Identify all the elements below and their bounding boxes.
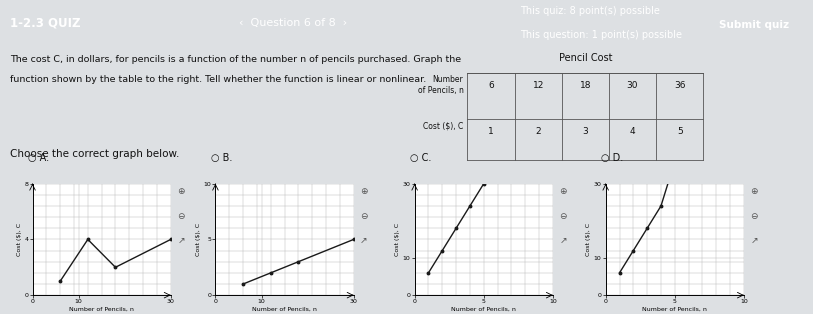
Text: 36: 36 (674, 80, 685, 89)
Text: Choose the correct graph below.: Choose the correct graph below. (10, 149, 179, 160)
X-axis label: Number of Pencils, n: Number of Pencils, n (451, 307, 516, 312)
Text: ↗: ↗ (177, 236, 185, 245)
Text: ⊕: ⊕ (750, 187, 758, 196)
Text: 18: 18 (580, 80, 591, 89)
Text: The cost C, in dollars, for pencils is a function of the number n of pencils pur: The cost C, in dollars, for pencils is a… (10, 55, 461, 64)
Text: This question: 1 point(s) possible: This question: 1 point(s) possible (520, 30, 682, 40)
Text: 1: 1 (488, 127, 494, 136)
Text: ⊖: ⊖ (360, 212, 367, 221)
X-axis label: Number of Pencils, n: Number of Pencils, n (69, 307, 134, 312)
Text: 4: 4 (630, 127, 635, 136)
Text: 2: 2 (536, 127, 541, 136)
Text: 12: 12 (533, 80, 544, 89)
Text: 3: 3 (582, 127, 589, 136)
Text: 5: 5 (676, 127, 683, 136)
Text: ⊖: ⊖ (750, 212, 758, 221)
Text: ○ B.: ○ B. (211, 153, 232, 163)
Text: Number
of Pencils, n: Number of Pencils, n (418, 75, 463, 95)
Text: ↗: ↗ (559, 236, 567, 245)
Text: This quiz: 8 point(s) possible: This quiz: 8 point(s) possible (520, 6, 660, 16)
Text: ↗: ↗ (360, 236, 367, 245)
Text: 6: 6 (488, 80, 494, 89)
Y-axis label: Cost ($), C: Cost ($), C (395, 223, 400, 256)
Text: ⊖: ⊖ (559, 212, 567, 221)
Y-axis label: Cost ($), C: Cost ($), C (16, 223, 22, 256)
Y-axis label: Cost ($), C: Cost ($), C (586, 223, 591, 256)
Text: ○ A.: ○ A. (28, 153, 49, 163)
Text: function shown by the table to the right. Tell whether the function is linear or: function shown by the table to the right… (10, 75, 426, 84)
Text: ↗: ↗ (750, 236, 758, 245)
Text: ⊕: ⊕ (177, 187, 185, 196)
Text: Cost ($), C: Cost ($), C (423, 122, 463, 131)
Text: ⊕: ⊕ (559, 187, 567, 196)
Text: ○ D.: ○ D. (601, 153, 623, 163)
Text: Submit quiz: Submit quiz (719, 20, 789, 30)
Text: 30: 30 (627, 80, 638, 89)
Text: 1-2.3 QUIZ: 1-2.3 QUIZ (10, 17, 80, 30)
Text: ‹  Question 6 of 8  ›: ‹ Question 6 of 8 › (239, 18, 346, 28)
Y-axis label: Cost ($), C: Cost ($), C (196, 223, 201, 256)
Text: ⊖: ⊖ (177, 212, 185, 221)
X-axis label: Number of Pencils, n: Number of Pencils, n (642, 307, 707, 312)
Text: Pencil Cost: Pencil Cost (559, 53, 612, 63)
X-axis label: Number of Pencils, n: Number of Pencils, n (252, 307, 317, 312)
Text: ○ C.: ○ C. (410, 153, 431, 163)
Text: ⊕: ⊕ (360, 187, 367, 196)
